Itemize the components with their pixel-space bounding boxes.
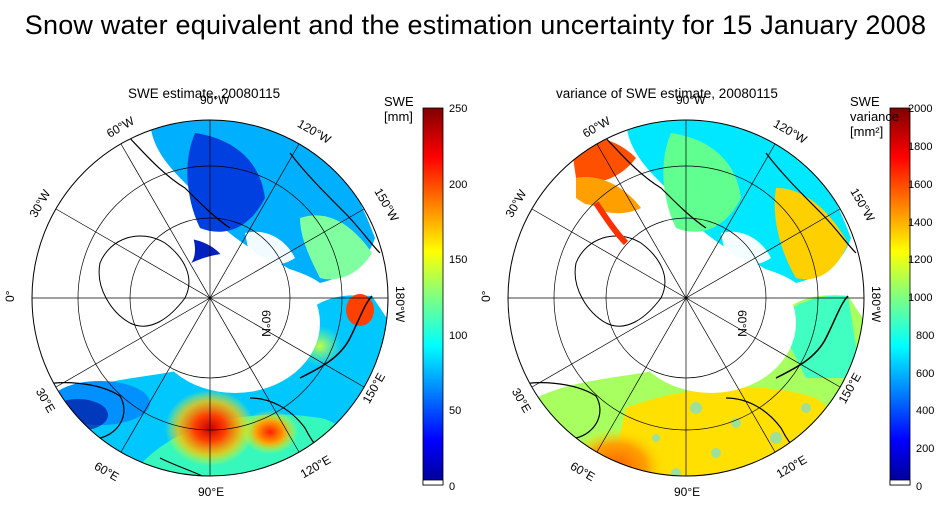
cb-tick: 1400: [908, 217, 932, 229]
label-60n: 60°N: [735, 310, 749, 337]
swe-field: [32, 120, 388, 476]
swe-estimate-map: 0° 30°W 60°W 90°W 120°W 150°W 180°W 150°…: [3, 93, 467, 499]
variance-colorbar: 0 200 400 600 800 1000 1200 1400 1600 18…: [889, 103, 934, 493]
label-60e: 60°E: [92, 459, 122, 484]
swe-estimate-panel: SWE estimate, 20080115: [0, 78, 475, 518]
graticule: [32, 120, 388, 476]
swe-colorbar: 0 50 100 150 200 250: [422, 103, 467, 493]
swe-variance-panel: variance of SWE estimate, 20080115: [476, 78, 951, 518]
cb-tick: 1600: [908, 179, 932, 191]
label-90e: 90°E: [198, 485, 224, 499]
figure-title: Snow water equivalent and the estimation…: [24, 10, 927, 40]
colorbar-label-variance: SWE variance [mm²]: [850, 94, 900, 139]
label-180w: 180°W: [393, 286, 407, 323]
label-0: 0°: [479, 290, 493, 302]
map-boundary: [507, 119, 865, 477]
label-30e: 30°E: [33, 386, 58, 416]
label-60w: 60°W: [104, 113, 137, 140]
cb-tick: 2000: [908, 103, 932, 115]
label-90w: 90°W: [676, 93, 706, 107]
cb-tick: 1200: [908, 254, 932, 266]
cb-tick: 400: [916, 405, 934, 417]
cb-tick: 100: [449, 330, 467, 342]
label-180w: 180°W: [869, 286, 883, 323]
map-boundary: [31, 119, 389, 477]
cb-tick: 0: [916, 481, 922, 493]
label-120e: 120°E: [774, 453, 809, 482]
cb-tick: 200: [449, 179, 467, 191]
cb-tick: 600: [916, 368, 934, 380]
label-30e: 30°E: [509, 386, 534, 416]
cb-tick: 50: [449, 405, 461, 417]
label-30w: 30°W: [26, 187, 53, 220]
cb-tick: 1000: [908, 292, 932, 304]
label-60n: 60°N: [259, 310, 273, 337]
cb-tick: 250: [449, 103, 467, 115]
label-90e: 90°E: [674, 485, 700, 499]
panel-title-variance: variance of SWE estimate, 20080115: [556, 86, 778, 101]
label-150w: 150°W: [847, 186, 878, 225]
graticule: [508, 120, 864, 476]
label-60e: 60°E: [568, 459, 598, 484]
label-0: 0°: [3, 290, 17, 302]
cb-tick: 0: [449, 481, 455, 493]
variance-field: [508, 120, 864, 476]
label-150w: 150°W: [371, 186, 402, 225]
label-90w: 90°W: [200, 93, 230, 107]
cb-tick: 800: [916, 330, 934, 342]
label-60w: 60°W: [580, 113, 613, 140]
colorbar-label-swe: SWE [mm]: [384, 94, 414, 124]
panel-title-swe: SWE estimate, 20080115: [128, 86, 281, 101]
label-120e: 120°E: [298, 453, 333, 482]
cb-tick: 1800: [908, 141, 932, 153]
cb-tick: 150: [449, 254, 467, 266]
label-120w: 120°W: [295, 116, 334, 147]
cb-tick: 200: [916, 443, 934, 455]
label-120w: 120°W: [771, 116, 810, 147]
label-30w: 30°W: [502, 187, 529, 220]
swe-variance-map: 0° 30°W 60°W 90°W 120°W 150°W 180°W 150°…: [479, 93, 934, 499]
